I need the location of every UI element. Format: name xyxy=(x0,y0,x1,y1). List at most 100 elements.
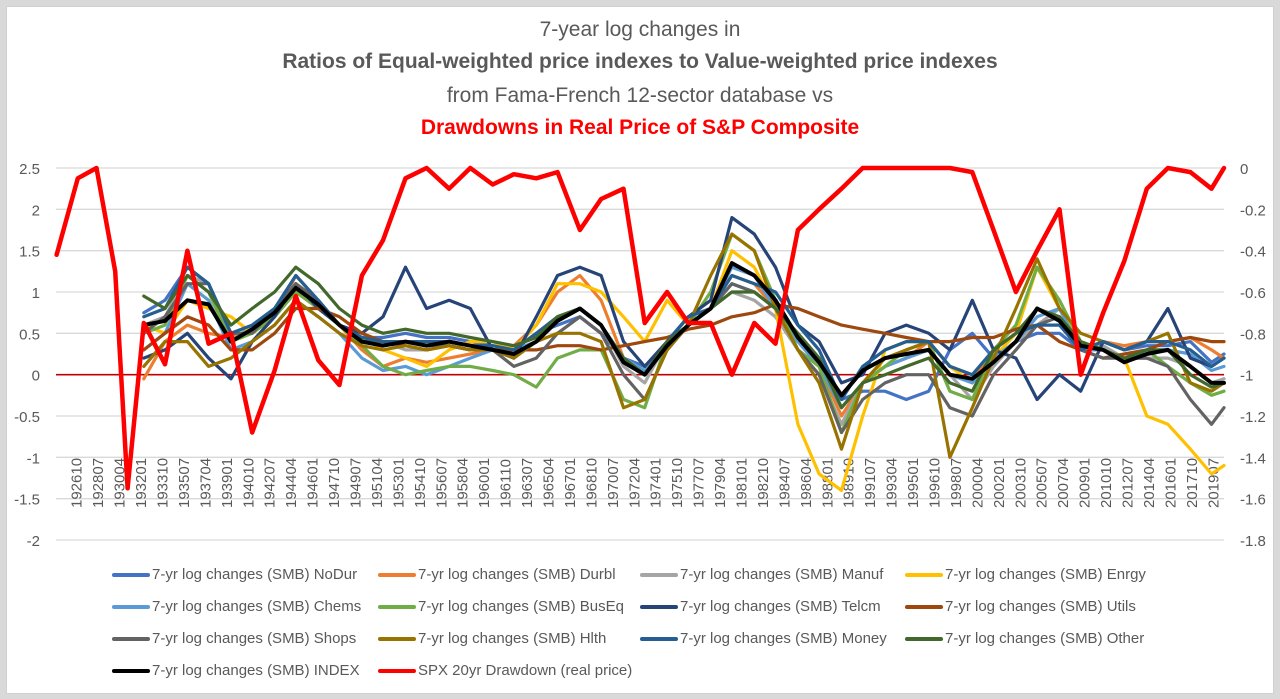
left-y-tick-label: -2 xyxy=(27,533,40,550)
x-tick-label: 197904 xyxy=(712,458,729,508)
x-tick-label: 199501 xyxy=(905,458,922,508)
x-tick-label: 194710 xyxy=(326,458,343,508)
legend-swatch xyxy=(905,636,943,641)
right-y-tick-label: -1.2 xyxy=(1240,409,1266,426)
x-tick-label: 200507 xyxy=(1034,458,1051,508)
right-y-tick-label: -0.6 xyxy=(1240,285,1266,302)
x-tick-label: 192807 xyxy=(90,458,107,508)
x-tick-label: 194207 xyxy=(262,458,279,508)
legend-label: SPX 20yr Drawdown (real price) xyxy=(418,662,633,679)
x-tick-label: 193507 xyxy=(176,458,193,508)
left-y-tick-label: 2.5 xyxy=(19,161,40,178)
x-tick-label: 195301 xyxy=(390,458,407,508)
x-tick-label: 196307 xyxy=(519,458,536,508)
right-y-tick-label: -1.8 xyxy=(1240,533,1266,550)
x-tick-label: 199304 xyxy=(884,458,901,508)
legend-item: 7-yr log changes (SMB) Utils xyxy=(905,598,1136,615)
legend-label: 7-yr log changes (SMB) Manuf xyxy=(680,566,884,583)
x-tick-label: 198801 xyxy=(819,458,836,508)
legend-label: 7-yr log changes (SMB) INDEX xyxy=(152,662,360,679)
x-tick-label: 201601 xyxy=(1162,458,1179,508)
legend-label: 7-yr log changes (SMB) Chems xyxy=(152,598,362,615)
x-tick-label: 200201 xyxy=(991,458,1008,508)
x-tick-label: 193201 xyxy=(133,458,150,508)
x-tick-label: 192610 xyxy=(69,458,86,508)
x-tick-label: 200310 xyxy=(1012,458,1029,508)
legend-swatch xyxy=(378,636,416,641)
legend-label: 7-yr log changes (SMB) Money xyxy=(680,630,887,647)
legend-swatch xyxy=(112,636,150,641)
x-tick-label: 194907 xyxy=(348,458,365,508)
left-y-tick-label: -0.5 xyxy=(14,409,40,426)
legend-item: 7-yr log changes (SMB) Manuf xyxy=(640,566,883,583)
left-y-tick-label: 2 xyxy=(32,202,40,219)
x-tick-label: 201404 xyxy=(1141,458,1158,508)
legend-item: 7-yr log changes (SMB) NoDur xyxy=(112,566,357,583)
x-tick-label: 196110 xyxy=(498,459,515,508)
series-lines xyxy=(54,165,1227,492)
series-line-9 xyxy=(142,232,1226,459)
legend-swatch xyxy=(905,604,943,609)
x-tick-label: 201207 xyxy=(1120,458,1137,508)
legend-label: 7-yr log changes (SMB) Hlth xyxy=(418,630,607,647)
left-y-tick-label: 1 xyxy=(32,285,40,302)
chart-title-line-3: from Fama-French 12-sector database vs xyxy=(446,84,834,107)
legend-item: 7-yr log changes (SMB) Durbl xyxy=(378,566,616,583)
legend-label: 7-yr log changes (SMB) BusEq xyxy=(418,598,624,615)
legend-swatch xyxy=(378,572,416,577)
legend-label: 7-yr log changes (SMB) Utils xyxy=(945,598,1136,615)
legend-label: 7-yr log changes (SMB) Durbl xyxy=(418,566,616,583)
x-tick-label: 199107 xyxy=(862,458,879,508)
legend-item: 7-yr log changes (SMB) Other xyxy=(905,630,1144,647)
x-tick-label: 194010 xyxy=(240,458,257,508)
x-tick-label: 201907 xyxy=(1205,458,1222,508)
x-tick-label: 198604 xyxy=(798,458,815,508)
right-y-tick-label: -0.4 xyxy=(1240,244,1266,261)
legend-swatch xyxy=(640,636,678,641)
legend-item: 7-yr log changes (SMB) Shops xyxy=(112,630,356,647)
x-tick-label: 197401 xyxy=(648,458,665,508)
legend-item: SPX 20yr Drawdown (real price) xyxy=(378,662,632,679)
legend-item: 7-yr log changes (SMB) Chems xyxy=(112,598,361,615)
legend-label: 7-yr log changes (SMB) Other xyxy=(945,630,1145,647)
right-y-axis-ticks: 0 -0.2 -0.4 -0.6 -0.8 -1 -1.2 -1.4 -1.6 -1.8 xyxy=(1240,161,1266,550)
legend-swatch xyxy=(378,668,416,673)
x-tick-label: 194404 xyxy=(283,458,300,508)
x-tick-label: 195104 xyxy=(369,458,386,508)
legend-item: 7-yr log changes (SMB) Money xyxy=(640,630,887,647)
x-tick-label: 200901 xyxy=(1077,458,1094,508)
chart-title-line-1: 7-year log changes in xyxy=(539,18,741,41)
x-tick-label: 195410 xyxy=(412,458,429,508)
left-y-axis-ticks: 2.5 2 1.5 1 0.5 0 -0.5 -1 -1.5 -2 xyxy=(14,161,40,550)
x-tick-label: 195804 xyxy=(455,458,472,508)
chart-title-line-4: Drawdowns in Real Price of S&P Composite xyxy=(420,116,860,139)
legend-swatch xyxy=(378,604,416,609)
legend-label: 7-yr log changes (SMB) Enrgy xyxy=(945,566,1146,583)
legend-swatch xyxy=(112,604,150,609)
legend-swatch xyxy=(640,604,678,609)
x-tick-label: 198101 xyxy=(734,458,751,508)
x-axis-ticks: 192610 192807 193004 193201 193310 193507 1937… xyxy=(69,458,1223,508)
legend-swatch xyxy=(112,572,150,577)
right-y-tick-label: -0.2 xyxy=(1240,202,1266,219)
legend-item: 7-yr log changes (SMB) Enrgy xyxy=(905,566,1146,583)
x-tick-label: 201710 xyxy=(1184,458,1201,508)
x-tick-label: 197510 xyxy=(669,458,686,508)
x-tick-label: 200704 xyxy=(1055,458,1072,508)
left-y-tick-label: -1 xyxy=(27,450,40,467)
x-tick-label: 197204 xyxy=(626,458,643,508)
x-tick-label: 197707 xyxy=(691,458,708,508)
legend-swatch xyxy=(640,572,678,577)
chart-title-line-2: Ratios of Equal-weighted price indexes t… xyxy=(282,50,998,73)
legend-swatch xyxy=(905,572,943,577)
x-tick-label: 199807 xyxy=(948,458,965,508)
x-tick-label: 193704 xyxy=(197,458,214,508)
legend-item: 7-yr log changes (SMB) Telcm xyxy=(640,598,881,615)
left-y-tick-label: -1.5 xyxy=(14,492,40,509)
x-tick-label: 199610 xyxy=(927,458,944,508)
x-tick-label: 198910 xyxy=(841,458,858,508)
left-y-tick-label: 0 xyxy=(32,368,40,385)
left-y-tick-label: 0.5 xyxy=(19,326,40,343)
x-tick-label: 196504 xyxy=(541,458,558,508)
